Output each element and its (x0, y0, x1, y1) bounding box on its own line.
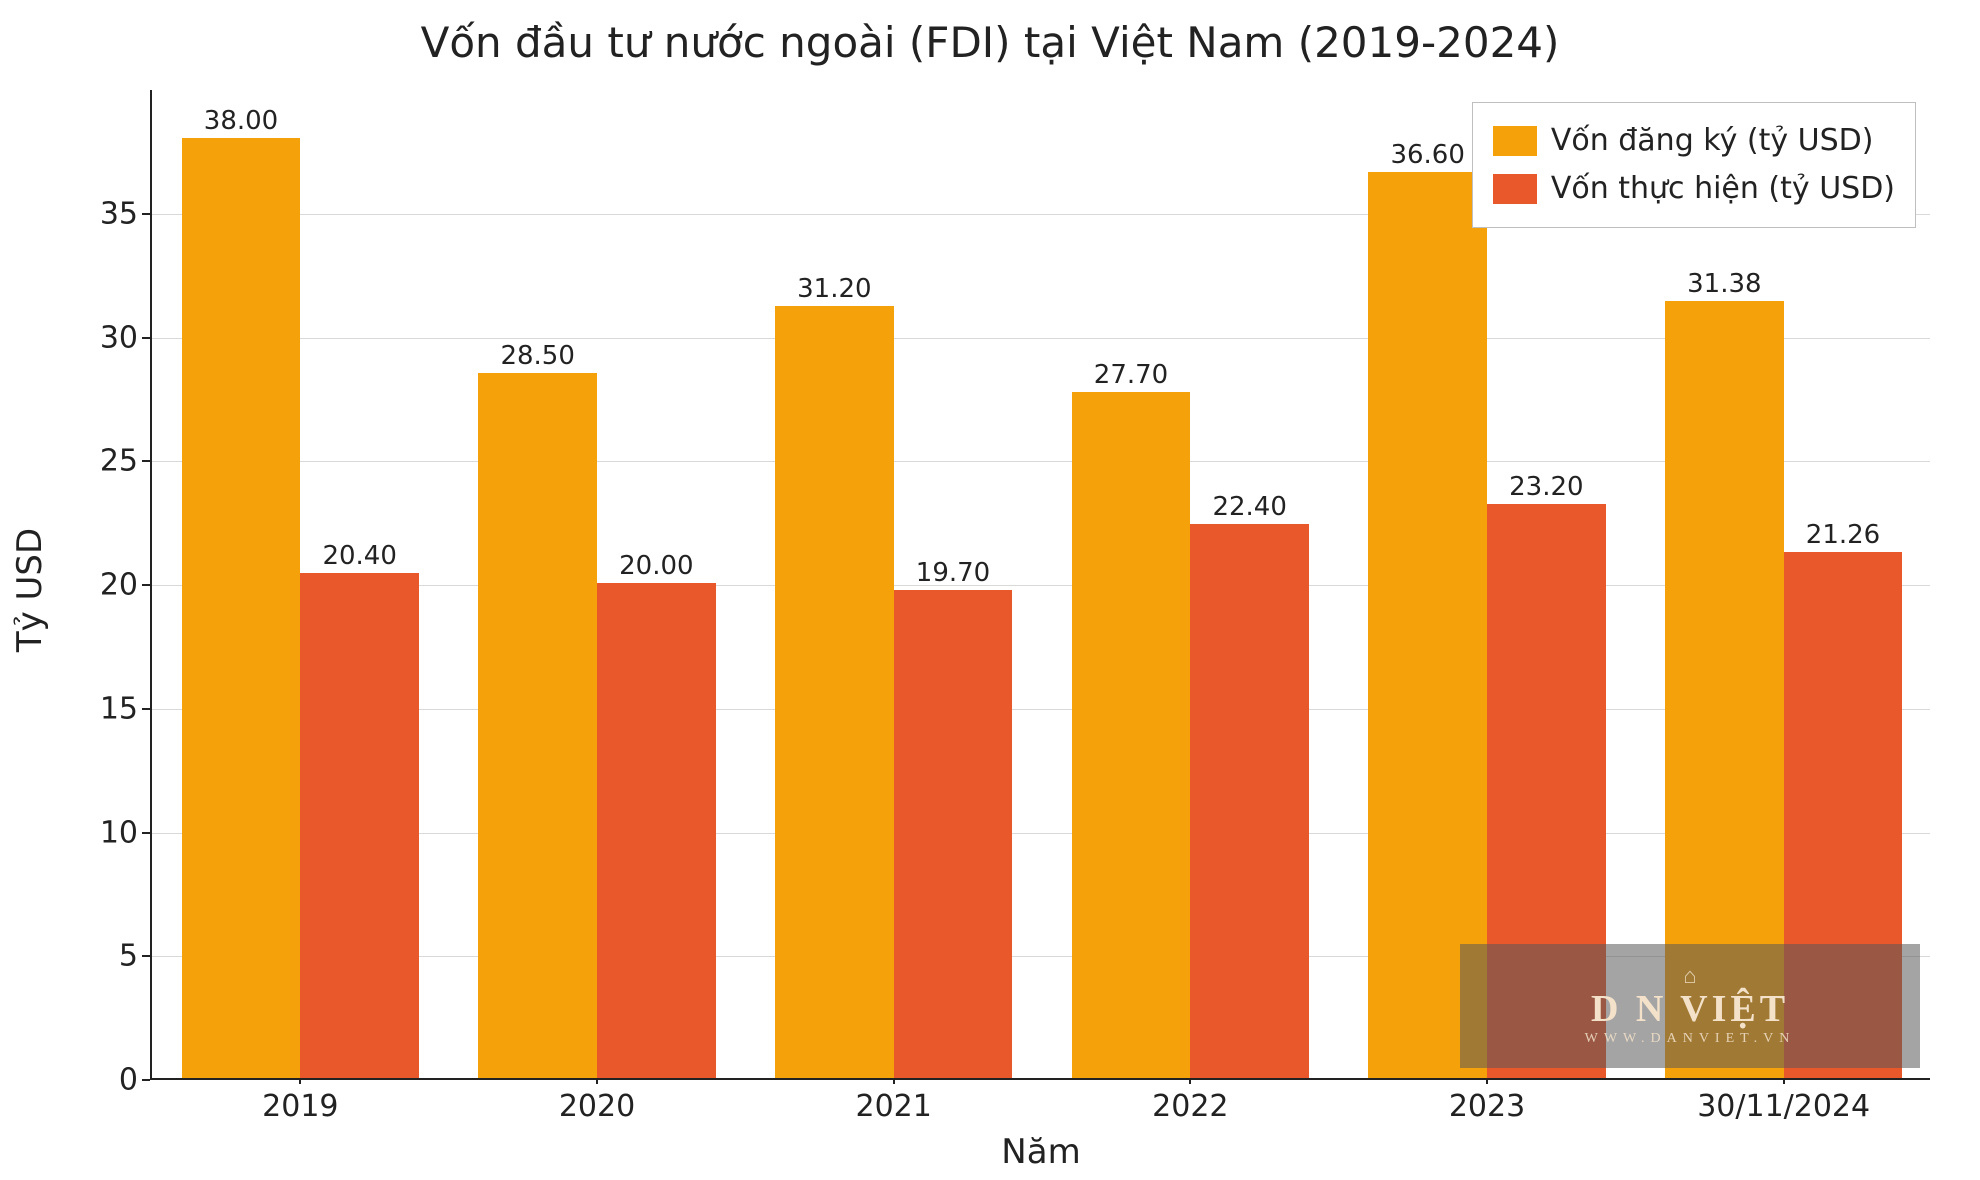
legend-label: Vốn thực hiện (tỷ USD) (1551, 165, 1895, 213)
bar-value-label: 20.40 (322, 541, 396, 571)
bar-value-label: 31.38 (1687, 269, 1761, 299)
bar (775, 306, 894, 1078)
y-tick-label: 10 (8, 815, 138, 850)
bar-value-label: 36.60 (1390, 140, 1464, 170)
bar (597, 583, 716, 1078)
x-tick-label: 2020 (559, 1089, 635, 1124)
legend-item: Vốn thực hiện (tỷ USD) (1493, 165, 1895, 213)
legend-swatch (1493, 126, 1537, 156)
bar-value-label: 31.20 (797, 274, 871, 304)
x-tick-label: 2019 (262, 1089, 338, 1124)
bar-value-label: 23.20 (1509, 472, 1583, 502)
bar (182, 138, 301, 1079)
bar-value-label: 38.00 (204, 106, 278, 136)
bar (1190, 524, 1309, 1078)
grid-line (152, 461, 1930, 462)
y-tick-label: 20 (8, 568, 138, 603)
bar-value-label: 22.40 (1212, 492, 1286, 522)
x-tick-label: 2023 (1449, 1089, 1525, 1124)
x-axis-title: Năm (1001, 1132, 1080, 1172)
legend-label: Vốn đăng ký (tỷ USD) (1551, 117, 1874, 165)
bar-value-label: 28.50 (500, 341, 574, 371)
y-tick-label: 30 (8, 320, 138, 355)
x-tick-label: 2022 (1152, 1089, 1228, 1124)
watermark-main: D N VIỆT (1591, 987, 1789, 1031)
y-tick-label: 25 (8, 444, 138, 479)
x-tick-label: 30/11/2024 (1697, 1089, 1870, 1124)
watermark-sub: WWW.DANVIET.VN (1585, 1031, 1796, 1047)
bar-value-label: 27.70 (1094, 360, 1168, 390)
y-tick-label: 15 (8, 691, 138, 726)
bar (1072, 392, 1191, 1078)
y-tick-label: 35 (8, 196, 138, 231)
bar (894, 590, 1013, 1078)
watermark: ⌂ D N VIỆT WWW.DANVIET.VN (1460, 944, 1920, 1068)
grid-line (152, 338, 1930, 339)
bar-value-label: 19.70 (916, 558, 990, 588)
legend: Vốn đăng ký (tỷ USD)Vốn thực hiện (tỷ US… (1472, 102, 1916, 228)
bar (478, 373, 597, 1078)
y-tick-label: 0 (8, 1063, 138, 1098)
bar (1368, 172, 1487, 1078)
y-tick-label: 5 (8, 939, 138, 974)
chart-container: Vốn đầu tư nước ngoài (FDI) tại Việt Nam… (0, 0, 1980, 1180)
x-tick-label: 2021 (855, 1089, 931, 1124)
house-icon: ⌂ (1683, 965, 1696, 987)
chart-title: Vốn đầu tư nước ngoài (FDI) tại Việt Nam… (0, 18, 1980, 67)
bar (300, 573, 419, 1078)
legend-item: Vốn đăng ký (tỷ USD) (1493, 117, 1895, 165)
legend-swatch (1493, 174, 1537, 204)
bar-value-label: 20.00 (619, 551, 693, 581)
bar-value-label: 21.26 (1806, 520, 1880, 550)
plot-area: Năm 201938.0020.40202028.5020.00202131.2… (150, 90, 1930, 1080)
